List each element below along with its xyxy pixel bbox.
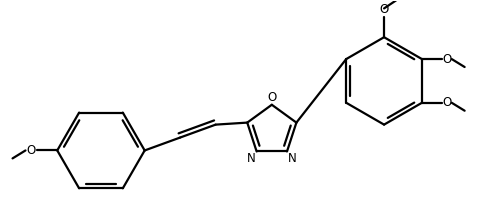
Text: O: O (267, 91, 276, 104)
Text: O: O (379, 3, 389, 16)
Text: O: O (443, 96, 452, 109)
Text: O: O (443, 53, 452, 66)
Text: N: N (247, 152, 256, 165)
Text: N: N (288, 152, 297, 165)
Text: O: O (26, 144, 35, 157)
